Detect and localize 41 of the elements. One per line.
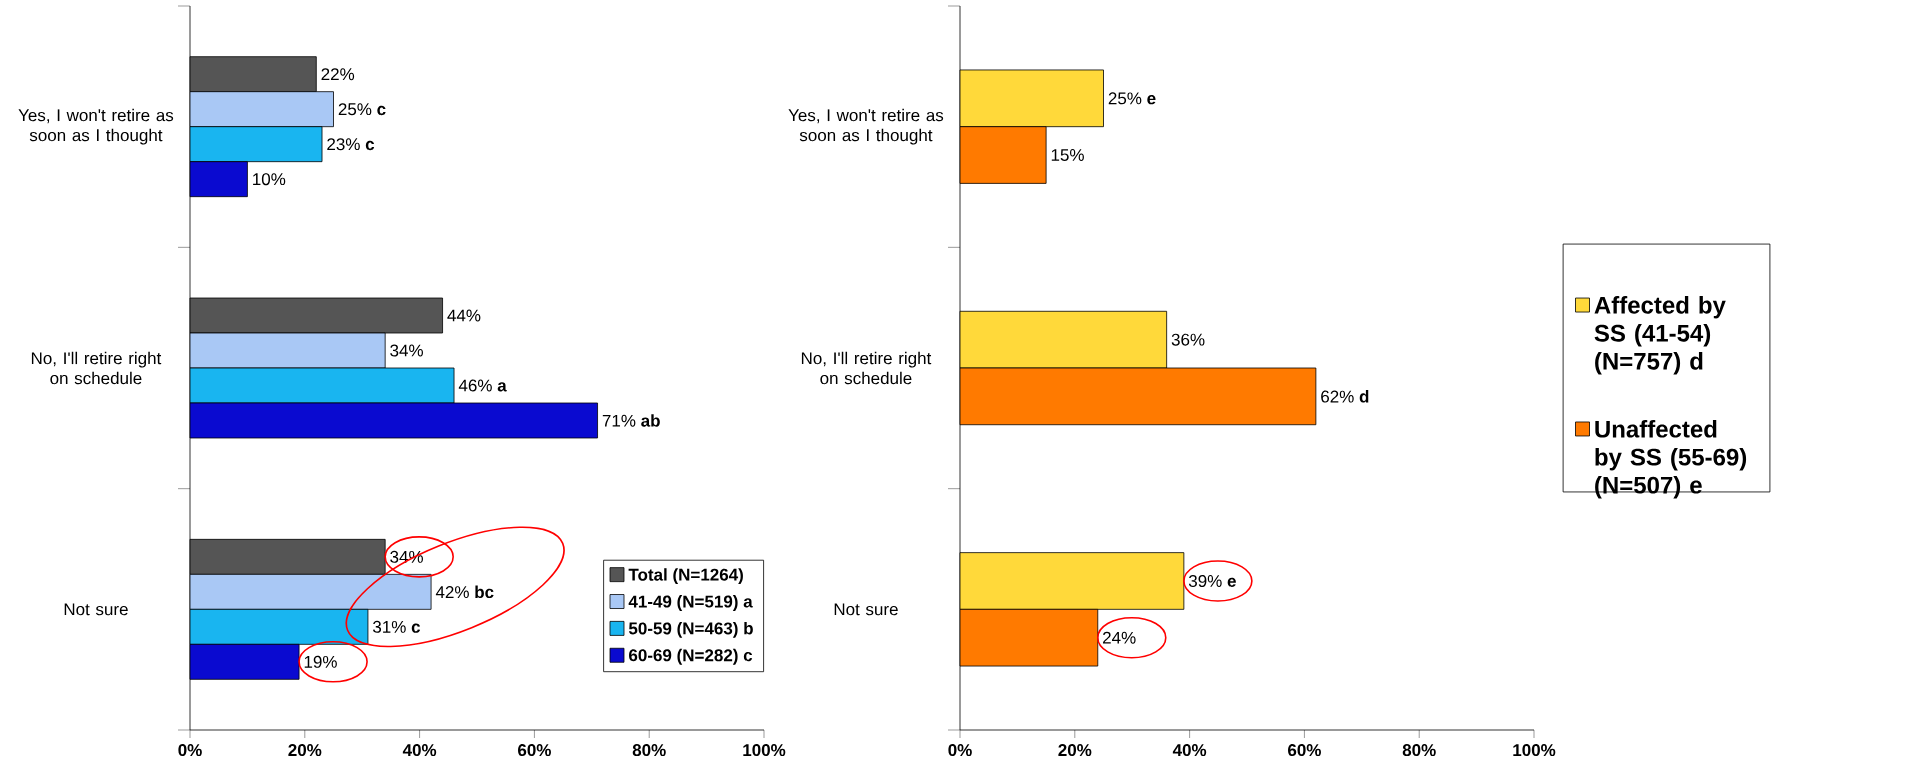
y-tick-label: No, I'll retire right on schedule: [31, 351, 162, 385]
data-label: 10%: [253, 173, 286, 186]
x-tick-label: 80%: [1402, 744, 1436, 757]
legend-label: 60-69 (N=282) c: [629, 648, 753, 665]
x-tick-label: 0%: [948, 744, 972, 757]
y-tick-label: No, I'll retire right on schedule: [801, 351, 932, 385]
data-label: 31% c: [373, 620, 421, 633]
data-label: 71% ab: [602, 414, 660, 427]
x-tick-label: 60%: [1288, 744, 1321, 757]
y-tick-label: Yes, I won't retire as soon as I thought: [18, 108, 174, 145]
data-label: 34%: [390, 344, 423, 357]
x-tick-label: 100%: [743, 744, 786, 757]
data-label: 25% c: [338, 103, 386, 116]
x-tick-label: 100%: [1513, 744, 1556, 757]
y-tick-label: Yes, I won't retire as soon as I thought: [788, 108, 944, 145]
data-label: 42% bc: [435, 585, 494, 599]
x-tick-label: 40%: [402, 744, 437, 757]
data-label: 19%: [304, 655, 337, 668]
data-label: 46% a: [458, 379, 507, 392]
data-label: 23% c: [327, 138, 375, 151]
x-tick-label: 80%: [632, 744, 666, 757]
legend-label: Affected by SS (41-54) (N=757) d: [1594, 296, 1726, 375]
data-label: 36%: [1171, 333, 1205, 346]
y-tick-label: Not sure: [64, 603, 128, 616]
data-label: 39% e: [1188, 574, 1236, 587]
data-label: 22%: [321, 68, 355, 81]
data-label: 15%: [1051, 149, 1084, 161]
data-label: 44%: [447, 309, 481, 322]
x-tick-label: 20%: [288, 744, 322, 757]
legend-label: Total (N=1264): [628, 568, 743, 585]
legend-label: 41-49 (N=519) a: [628, 595, 753, 611]
legend-label: 50-59 (N=463) b: [628, 621, 753, 638]
data-label: 25% e: [1108, 92, 1156, 105]
x-tick-label: 20%: [1058, 744, 1092, 757]
y-tick-label: Not sure: [834, 603, 898, 616]
x-tick-label: 40%: [1172, 744, 1207, 757]
data-label: 62% d: [1321, 390, 1369, 403]
legend-label: Unaffected by SS (55-69) (N=507) e: [1595, 420, 1747, 499]
x-tick-label: 0%: [178, 744, 202, 757]
x-tick-label: 60%: [518, 744, 551, 757]
data-label: 24%: [1103, 631, 1136, 644]
